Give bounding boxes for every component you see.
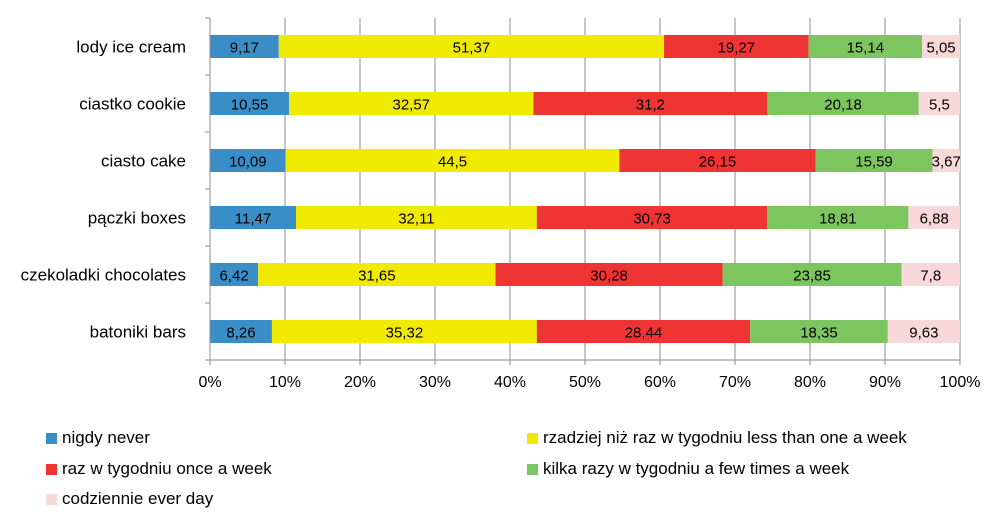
bar-segment-1-4 xyxy=(918,92,960,115)
legend-label-once-a-week: raz w tygodniu once a week xyxy=(62,459,272,478)
data-label-2-3: 15,59 xyxy=(855,154,893,171)
data-label-1-1: 32,57 xyxy=(392,97,430,114)
legend-swatch-never xyxy=(46,432,57,444)
category-label-4: czekoladki chocolates xyxy=(21,266,186,285)
data-label-3-3: 18,81 xyxy=(819,211,857,228)
bar-segment-5-0 xyxy=(210,320,272,343)
data-label-1-2: 31,2 xyxy=(636,97,665,114)
bar-segment-2-2 xyxy=(619,149,816,172)
gridlines xyxy=(209,18,961,360)
data-label-3-0: 11,47 xyxy=(235,211,271,228)
legend-label-less-than-once-a-week: rzadziej niż raz w tygodniu less than on… xyxy=(543,428,907,447)
data-label-4-3: 23,85 xyxy=(793,268,831,285)
x-tick-label-0: 0% xyxy=(198,374,221,391)
data-label-2-4: 3,67 xyxy=(932,154,961,171)
axes: 0% 10% 20% 30% 40% 50% 60% 70% 80% 90% 100% lody ic… xyxy=(21,17,981,391)
x-tick-label-8: 80% xyxy=(794,374,826,391)
data-label-4-2: 30,28 xyxy=(590,268,628,285)
data-label-0-2: 19,27 xyxy=(718,40,756,57)
bar-segment-5-2 xyxy=(536,320,751,343)
bar-segment-5-4 xyxy=(887,320,960,343)
legend-item-never: nigdy never xyxy=(46,428,150,448)
x-tick-label-4: 40% xyxy=(494,374,526,391)
data-label-5-0: 8,26 xyxy=(226,325,255,342)
x-tick-label-3: 30% xyxy=(419,374,451,391)
data-label-2-0: 10,09 xyxy=(229,154,267,171)
bar-segment-0-1 xyxy=(278,35,665,58)
bar-segment-2-0 xyxy=(210,149,286,172)
bar-segment-2-1 xyxy=(285,149,620,172)
bar-segment-2-3 xyxy=(815,149,933,172)
data-label-1-0: 10,55 xyxy=(231,97,269,114)
bar-segment-4-2 xyxy=(495,263,723,286)
bar-segment-1-2 xyxy=(533,92,768,115)
bar-segment-4-4 xyxy=(901,263,960,286)
legend-swatch-less-than-once-a-week xyxy=(527,432,538,444)
data-label-3-1: 32,11 xyxy=(398,211,434,228)
data-label-2-2: 26,15 xyxy=(699,154,737,171)
legend-swatch-few-times-a-week xyxy=(527,463,538,475)
bars: 9,17 51,37 19,27 15,14 5,05 10,55 32,57 31,2 20,… xyxy=(210,35,961,343)
bar-segment-5-1 xyxy=(271,320,537,343)
legend-item-few-times-a-week: kilka razy w tygodniu a few times a week xyxy=(527,459,849,479)
bar-segment-0-2 xyxy=(664,35,809,58)
data-label-2-1: 44,5 xyxy=(438,154,467,171)
bar-segment-0-4 xyxy=(922,35,960,58)
category-label-3: pączki boxes xyxy=(88,209,186,228)
data-label-5-1: 35,32 xyxy=(386,325,424,342)
data-label-0-4: 5,05 xyxy=(926,40,955,57)
legend-label-few-times-a-week: kilka razy w tygodniu a few times a week xyxy=(543,459,850,478)
legend-item-every-day: codziennie ever day xyxy=(46,489,213,509)
category-label-0: lody ice cream xyxy=(76,38,186,57)
x-tick-label-7: 70% xyxy=(719,374,751,391)
bar-segment-1-3 xyxy=(767,92,919,115)
x-tick-label-9: 90% xyxy=(869,374,901,391)
data-label-5-3: 18,35 xyxy=(800,325,838,342)
x-tick-label-5: 50% xyxy=(569,374,601,391)
data-label-5-2: 28,44 xyxy=(625,325,663,342)
data-label-5-4: 9,63 xyxy=(909,325,938,342)
legend-swatch-every-day xyxy=(46,493,57,505)
category-label-2: ciasto cake xyxy=(101,152,186,171)
bar-segment-4-1 xyxy=(258,263,496,286)
data-label-1-3: 20,18 xyxy=(824,97,862,114)
legend-swatch-once-a-week xyxy=(46,463,57,475)
legend-label-never: nigdy never xyxy=(62,428,150,447)
stacked-bar-chart: 9,17 51,37 19,27 15,14 5,05 10,55 32,57 31,2 20,… xyxy=(21,17,981,391)
data-label-1-4: 5,5 xyxy=(929,97,950,114)
x-tick-label-6: 60% xyxy=(644,374,676,391)
bar-segment-0-3 xyxy=(808,35,923,58)
data-label-3-2: 30,73 xyxy=(633,211,671,228)
bar-segment-2-4 xyxy=(932,149,960,172)
bar-segment-3-0 xyxy=(210,206,297,229)
category-label-1: ciastko cookie xyxy=(79,95,186,114)
bar-segment-3-2 xyxy=(536,206,768,229)
x-tick-label-1: 10% xyxy=(269,374,301,391)
bar-segment-1-1 xyxy=(289,92,534,115)
x-tick-label-10: 100% xyxy=(940,374,981,391)
bar-segment-0-0 xyxy=(210,35,279,58)
data-label-3-4: 6,88 xyxy=(920,211,949,228)
bar-segment-4-3 xyxy=(722,263,902,286)
bar-segment-3-4 xyxy=(908,206,960,229)
bar-segment-1-0 xyxy=(210,92,290,115)
data-label-0-0: 9,17 xyxy=(230,40,259,57)
data-label-4-0: 6,42 xyxy=(219,268,248,285)
data-label-0-3: 15,14 xyxy=(847,40,885,57)
bar-segment-4-0 xyxy=(210,263,259,286)
data-label-4-1: 31,65 xyxy=(358,268,396,285)
legend-item-once-a-week: raz w tygodniu once a week xyxy=(46,459,272,479)
bar-segment-5-3 xyxy=(750,320,888,343)
legend-label-every-day: codziennie ever day xyxy=(62,489,214,508)
legend-item-less-than-once-a-week: rzadziej niż raz w tygodniu less than on… xyxy=(527,428,907,448)
bar-segment-3-3 xyxy=(767,206,909,229)
bar-segment-3-1 xyxy=(296,206,537,229)
data-label-4-4: 7,8 xyxy=(920,268,941,285)
x-tick-label-2: 20% xyxy=(344,374,376,391)
category-label-5: batoniki bars xyxy=(90,323,186,342)
data-label-0-1: 51,37 xyxy=(453,40,491,57)
